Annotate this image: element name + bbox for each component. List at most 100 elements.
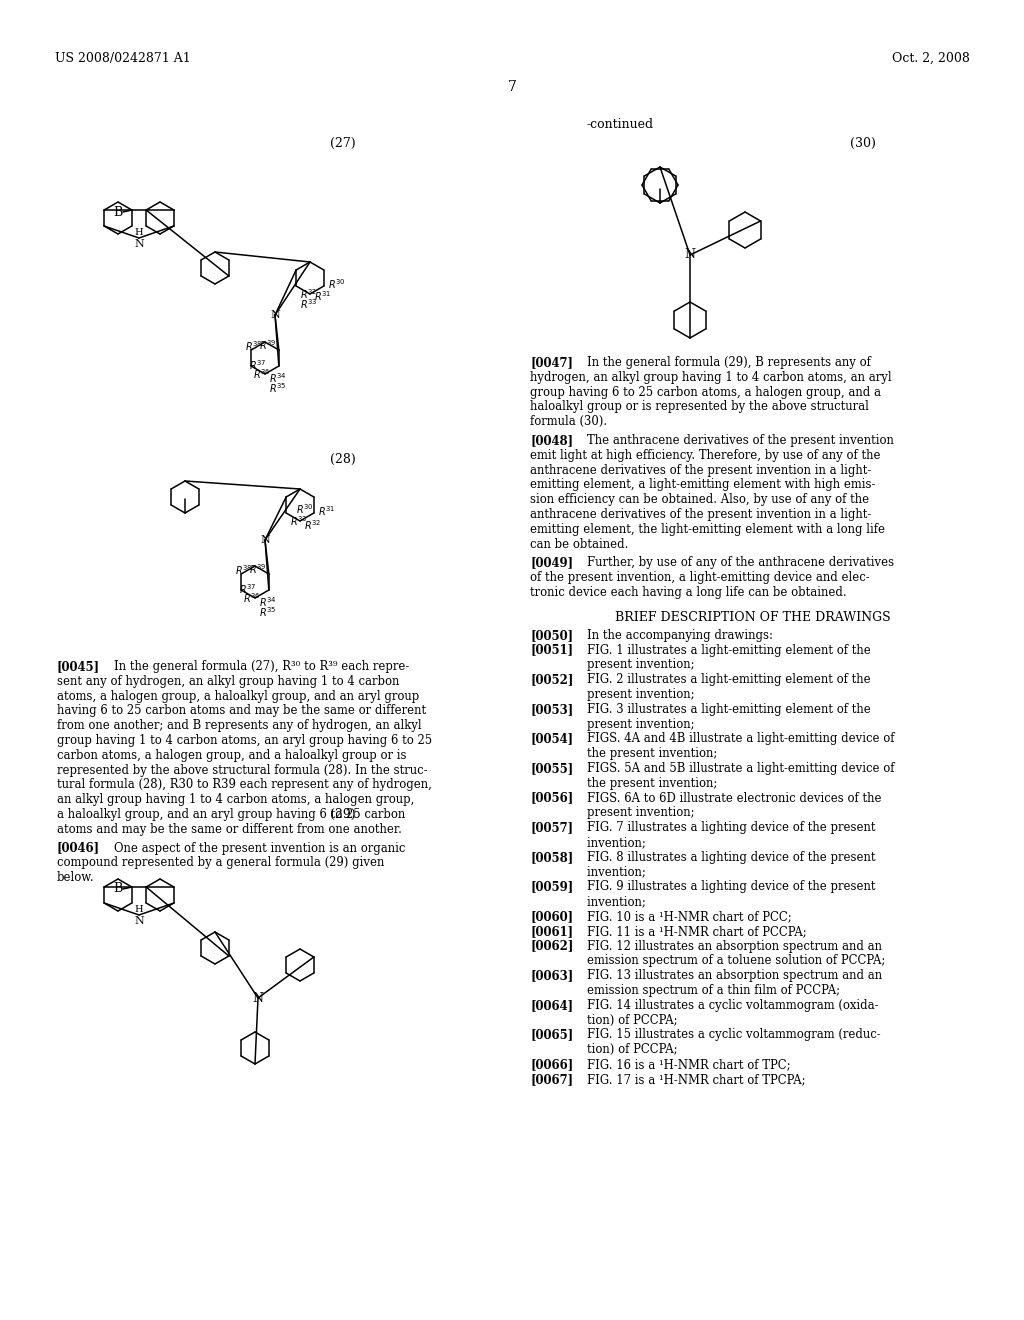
- Text: Further, by use of any of the anthracene derivatives: Further, by use of any of the anthracene…: [572, 557, 894, 569]
- Text: of the present invention, a light-emitting device and elec-: of the present invention, a light-emitti…: [530, 572, 869, 585]
- Text: (27): (27): [330, 137, 355, 150]
- Text: FIGS. 6A to 6D illustrate electronic devices of the: FIGS. 6A to 6D illustrate electronic dev…: [572, 792, 882, 805]
- Text: sent any of hydrogen, an alkyl group having 1 to 4 carbon: sent any of hydrogen, an alkyl group hav…: [57, 675, 399, 688]
- Text: FIG. 14 illustrates a cyclic voltammogram (oxida-: FIG. 14 illustrates a cyclic voltammogra…: [572, 999, 879, 1012]
- Text: represented by the above structural formula (28). In the struc-: represented by the above structural form…: [57, 763, 427, 776]
- Text: tion) of PCCPA;: tion) of PCCPA;: [572, 1014, 678, 1027]
- Text: [0058]: [0058]: [530, 851, 573, 863]
- Text: FIG. 10 is a ¹H-NMR chart of PCC;: FIG. 10 is a ¹H-NMR chart of PCC;: [572, 909, 792, 923]
- Text: emitting element, a light-emitting element with high emis-: emitting element, a light-emitting eleme…: [530, 478, 876, 491]
- Text: [0063]: [0063]: [530, 969, 573, 982]
- Text: N: N: [134, 239, 144, 249]
- Text: below.: below.: [57, 871, 94, 884]
- Text: anthracene derivatives of the present invention in a light-: anthracene derivatives of the present in…: [530, 463, 871, 477]
- Text: One aspect of the present invention is an organic: One aspect of the present invention is a…: [99, 842, 406, 854]
- Text: sion efficiency can be obtained. Also, by use of any of the: sion efficiency can be obtained. Also, b…: [530, 494, 869, 506]
- Text: $R^{31}$: $R^{31}$: [317, 504, 335, 517]
- Text: $R^{30}$: $R^{30}$: [296, 502, 313, 516]
- Text: [0065]: [0065]: [530, 1028, 573, 1041]
- Text: formula (30).: formula (30).: [530, 416, 607, 428]
- Text: $R^{36}$: $R^{36}$: [243, 591, 261, 605]
- Text: $R^{32}$: $R^{32}$: [304, 519, 322, 532]
- Text: (29): (29): [330, 808, 355, 821]
- Text: FIG. 2 illustrates a light-emitting element of the: FIG. 2 illustrates a light-emitting elem…: [572, 673, 870, 686]
- Text: BRIEF DESCRIPTION OF THE DRAWINGS: BRIEF DESCRIPTION OF THE DRAWINGS: [614, 611, 890, 624]
- Text: [0054]: [0054]: [530, 733, 573, 746]
- Text: [0066]: [0066]: [530, 1059, 573, 1071]
- Text: $R^{31}$: $R^{31}$: [314, 289, 332, 302]
- Text: US 2008/0242871 A1: US 2008/0242871 A1: [55, 51, 190, 65]
- Text: invention;: invention;: [572, 866, 646, 879]
- Text: FIGS. 5A and 5B illustrate a light-emitting device of: FIGS. 5A and 5B illustrate a light-emitt…: [572, 762, 895, 775]
- Text: the present invention;: the present invention;: [572, 747, 717, 760]
- Text: [0064]: [0064]: [530, 999, 573, 1012]
- Text: FIG. 8 illustrates a lighting device of the present: FIG. 8 illustrates a lighting device of …: [572, 851, 876, 863]
- Text: $R^{33}$: $R^{33}$: [290, 513, 308, 528]
- Text: tion) of PCCPA;: tion) of PCCPA;: [572, 1043, 678, 1056]
- Text: $R^{35}$: $R^{35}$: [269, 381, 287, 395]
- Text: H: H: [135, 228, 143, 238]
- Text: (28): (28): [330, 453, 355, 466]
- Text: -continued: -continued: [587, 117, 653, 131]
- Text: from one another; and B represents any of hydrogen, an alkyl: from one another; and B represents any o…: [57, 719, 422, 733]
- Text: $R^{32}$: $R^{32}$: [300, 286, 317, 301]
- Text: an alkyl group having 1 to 4 carbon atoms, a halogen group,: an alkyl group having 1 to 4 carbon atom…: [57, 793, 415, 807]
- Text: group having 1 to 4 carbon atoms, an aryl group having 6 to 25: group having 1 to 4 carbon atoms, an ary…: [57, 734, 432, 747]
- Text: [0052]: [0052]: [530, 673, 573, 686]
- Text: N: N: [684, 248, 695, 261]
- Text: $R^{36}$: $R^{36}$: [253, 367, 271, 381]
- Text: In the accompanying drawings:: In the accompanying drawings:: [572, 628, 773, 642]
- Text: [0046]: [0046]: [57, 842, 100, 854]
- Text: [0049]: [0049]: [530, 557, 573, 569]
- Text: FIG. 1 illustrates a light-emitting element of the: FIG. 1 illustrates a light-emitting elem…: [572, 644, 870, 656]
- Text: [0061]: [0061]: [530, 925, 573, 937]
- Text: B: B: [114, 206, 123, 219]
- Text: N: N: [270, 310, 280, 319]
- Text: (30): (30): [850, 137, 876, 150]
- Text: $R^{38}$: $R^{38}$: [234, 564, 253, 577]
- Text: B: B: [114, 883, 123, 895]
- Text: FIG. 7 illustrates a lighting device of the present: FIG. 7 illustrates a lighting device of …: [572, 821, 876, 834]
- Text: [0056]: [0056]: [530, 792, 573, 805]
- Text: $R^{34}$: $R^{34}$: [269, 371, 287, 385]
- Text: present invention;: present invention;: [572, 807, 694, 820]
- Text: emission spectrum of a thin film of PCCPA;: emission spectrum of a thin film of PCCP…: [572, 983, 840, 997]
- Text: $R^{37}$: $R^{37}$: [240, 582, 257, 595]
- Text: $R^{38}$: $R^{38}$: [245, 339, 263, 352]
- Text: Oct. 2, 2008: Oct. 2, 2008: [892, 51, 970, 65]
- Text: $R^{37}$: $R^{37}$: [249, 358, 267, 372]
- Text: [0067]: [0067]: [530, 1073, 573, 1086]
- Text: In the general formula (27), R³⁰ to R³⁹ each repre-: In the general formula (27), R³⁰ to R³⁹ …: [99, 660, 410, 673]
- Text: FIG. 13 illustrates an absorption spectrum and an: FIG. 13 illustrates an absorption spectr…: [572, 969, 882, 982]
- Text: [0060]: [0060]: [530, 909, 573, 923]
- Text: present invention;: present invention;: [572, 688, 694, 701]
- Text: present invention;: present invention;: [572, 659, 694, 672]
- Text: FIG. 17 is a ¹H-NMR chart of TPCPA;: FIG. 17 is a ¹H-NMR chart of TPCPA;: [572, 1073, 806, 1086]
- Text: FIG. 11 is a ¹H-NMR chart of PCCPA;: FIG. 11 is a ¹H-NMR chart of PCCPA;: [572, 925, 807, 937]
- Text: [0048]: [0048]: [530, 434, 573, 447]
- Text: can be obtained.: can be obtained.: [530, 537, 629, 550]
- Text: [0047]: [0047]: [530, 356, 573, 370]
- Text: hydrogen, an alkyl group having 1 to 4 carbon atoms, an aryl: hydrogen, an alkyl group having 1 to 4 c…: [530, 371, 892, 384]
- Text: a haloalkyl group, and an aryl group having 6 to 25 carbon: a haloalkyl group, and an aryl group hav…: [57, 808, 406, 821]
- Text: tronic device each having a long life can be obtained.: tronic device each having a long life ca…: [530, 586, 847, 599]
- Text: H: H: [135, 906, 143, 913]
- Text: tural formula (28), R30 to R39 each represent any of hydrogen,: tural formula (28), R30 to R39 each repr…: [57, 779, 432, 792]
- Text: FIG. 9 illustrates a lighting device of the present: FIG. 9 illustrates a lighting device of …: [572, 880, 876, 894]
- Text: group having 6 to 25 carbon atoms, a halogen group, and a: group having 6 to 25 carbon atoms, a hal…: [530, 385, 881, 399]
- Text: compound represented by a general formula (29) given: compound represented by a general formul…: [57, 857, 384, 870]
- Text: FIG. 15 illustrates a cyclic voltammogram (reduc-: FIG. 15 illustrates a cyclic voltammogra…: [572, 1028, 881, 1041]
- Text: $R^{39}$: $R^{39}$: [249, 562, 266, 576]
- Text: emit light at high efficiency. Therefore, by use of any of the: emit light at high efficiency. Therefore…: [530, 449, 881, 462]
- Text: emission spectrum of a toluene solution of PCCPA;: emission spectrum of a toluene solution …: [572, 954, 886, 968]
- Text: N: N: [253, 991, 263, 1005]
- Text: [0062]: [0062]: [530, 940, 573, 953]
- Text: $R^{33}$: $R^{33}$: [300, 297, 317, 312]
- Text: N: N: [134, 916, 144, 927]
- Text: 7: 7: [508, 81, 516, 94]
- Text: $R^{35}$: $R^{35}$: [259, 605, 276, 619]
- Text: N: N: [260, 535, 270, 545]
- Text: [0053]: [0053]: [530, 702, 573, 715]
- Text: [0045]: [0045]: [57, 660, 100, 673]
- Text: [0059]: [0059]: [530, 880, 573, 894]
